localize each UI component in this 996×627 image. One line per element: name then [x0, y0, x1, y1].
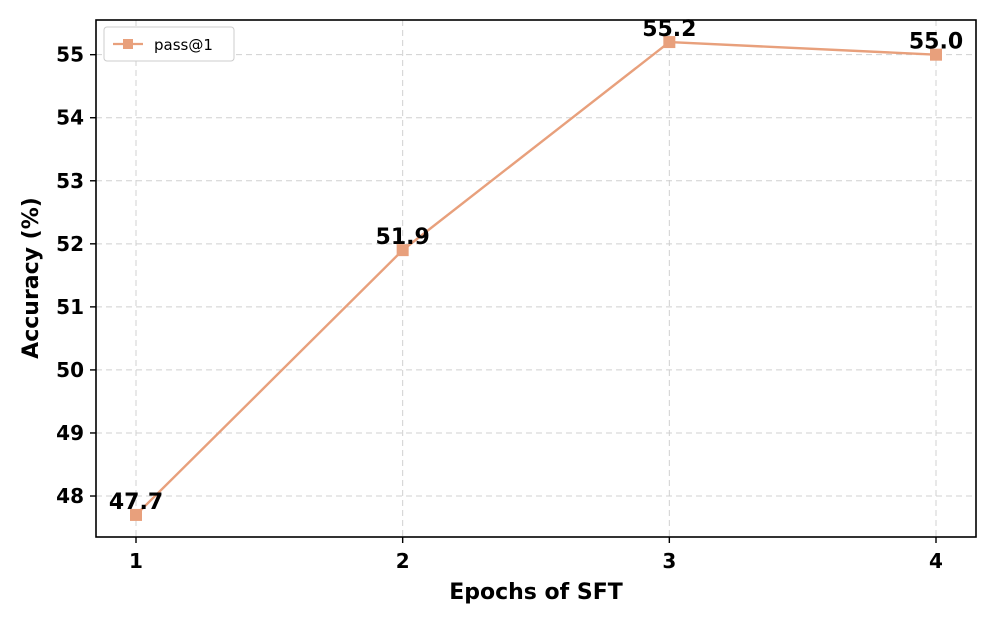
y-tick-label: 54 — [56, 106, 84, 130]
y-axis-title: Accuracy (%) — [19, 197, 44, 359]
data-point-marker — [930, 48, 942, 61]
data-point-marker — [130, 508, 142, 521]
legend-label: pass@1 — [154, 36, 213, 54]
x-tick-label: 1 — [129, 549, 143, 573]
legend: pass@1 — [103, 26, 235, 62]
data-point-marker — [396, 244, 409, 257]
series-layer — [130, 36, 942, 521]
data-value-label: 47.7 — [109, 490, 163, 515]
y-tick-label: 50 — [56, 358, 84, 382]
y-tick-label: 52 — [56, 232, 84, 256]
data-value-label: 55.2 — [642, 17, 696, 42]
grid — [96, 20, 976, 537]
data-labels: 47.7 51.9 55.2 55.0 — [109, 17, 963, 515]
legend-marker-swatch — [123, 39, 133, 49]
series-line — [135, 40, 937, 516]
y-tick-label: 55 — [56, 43, 84, 67]
plot-frame — [95, 19, 977, 538]
y-tick-label: 49 — [56, 421, 84, 445]
legend-box — [103, 26, 235, 62]
x-axis-title: Epochs of SFT — [449, 580, 623, 605]
axis-ticks: 48 49 50 51 52 53 54 55 1 2 3 4 — [56, 43, 943, 573]
y-tick-label: 48 — [56, 484, 84, 508]
y-tick-label: 53 — [56, 169, 84, 193]
y-tick-label: 51 — [56, 295, 84, 319]
x-tick-label: 2 — [396, 549, 410, 573]
x-tick-label: 3 — [662, 549, 676, 573]
data-value-label: 51.9 — [376, 225, 430, 250]
data-point-marker — [663, 36, 676, 49]
data-value-label: 55.0 — [909, 30, 963, 55]
x-tick-label: 4 — [929, 549, 943, 573]
